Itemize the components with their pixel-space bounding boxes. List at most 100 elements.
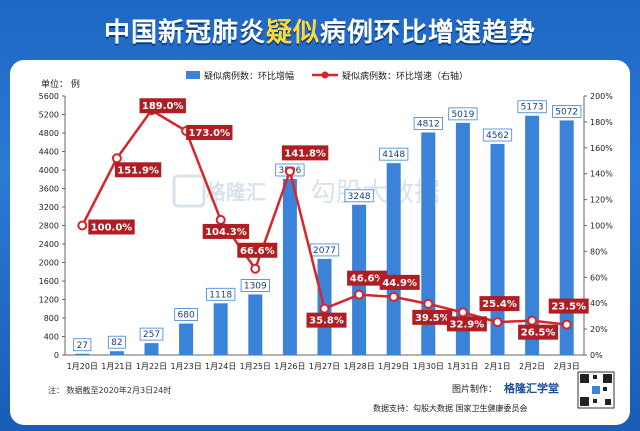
y-left-tick-label: 5600 xyxy=(39,92,59,101)
bar-value-label: 1309 xyxy=(244,281,267,291)
bars xyxy=(75,115,574,355)
bar xyxy=(75,353,90,355)
growth-value-box xyxy=(518,324,559,340)
bar-value-box xyxy=(73,338,92,352)
title-highlight: 疑似 xyxy=(265,18,320,48)
bar-value-box xyxy=(344,189,374,203)
x-tick-label: 2月1日 xyxy=(484,362,510,371)
growth-point xyxy=(215,214,226,225)
growth-point xyxy=(77,220,88,231)
x-tick-label: 1月29日 xyxy=(378,362,409,371)
y-right-tick-label: 40% xyxy=(590,299,608,308)
bar xyxy=(144,343,159,355)
legend: 疑似病例数：环比增幅 疑似病例数：环比增速（右轴） xyxy=(186,70,468,82)
bar-value-label: 27 xyxy=(77,341,88,351)
growth-value-label: 35.8% xyxy=(309,316,344,327)
y-left-tick-label: 1200 xyxy=(39,296,59,305)
watermark-text: 勾股大数据 xyxy=(310,178,440,208)
bar-value-label: 2077 xyxy=(313,246,336,256)
bar-labels: 2782257680111813093806207732484148481250… xyxy=(73,100,582,352)
bar xyxy=(386,163,401,355)
x-tick-label: 1月31日 xyxy=(447,362,478,371)
y-left-tick-label: 2000 xyxy=(39,259,59,268)
x-tick-label: 1月21日 xyxy=(101,362,132,371)
growth-value-label: 141.8% xyxy=(284,148,326,159)
watermark: 格隆汇 勾股大数据 xyxy=(172,174,440,208)
growth-value-label: 100.0% xyxy=(91,223,133,234)
left-axis-unit: 单位： 例 xyxy=(41,78,80,90)
growth-value-label: 66.6% xyxy=(240,246,275,257)
bar xyxy=(282,178,297,355)
y-left-tick-label: 3600 xyxy=(39,185,59,194)
x-tick-label: 1月30日 xyxy=(413,362,444,371)
bar xyxy=(559,120,574,355)
page-title: 中国新冠肺炎疑似病例环比增速趋势 xyxy=(0,12,640,49)
legend-bar-swatch xyxy=(186,71,200,79)
y-right-tick-label: 0% xyxy=(590,351,603,360)
growth-value-box xyxy=(347,270,388,286)
y-right-tick-label: 160% xyxy=(590,144,613,153)
bar xyxy=(109,351,124,355)
y-right-tick-label: 80% xyxy=(590,247,608,256)
x-tick-label: 1月23日 xyxy=(170,362,201,371)
growth-point xyxy=(561,319,572,330)
bar-value-label: 4148 xyxy=(382,150,405,160)
growth-value-box xyxy=(379,274,420,290)
growth-value-label: 189.0% xyxy=(142,101,184,112)
x-tick-label: 1月28日 xyxy=(343,362,374,371)
bar-value-box xyxy=(413,117,443,130)
bar-value-box xyxy=(482,128,513,142)
y-left-tick-label: 5200 xyxy=(39,111,59,120)
y-right-tick-label: 200% xyxy=(590,92,613,101)
bar-value-label: 3248 xyxy=(348,192,371,202)
title-text-2: 病例环比增速趋势 xyxy=(320,18,537,48)
bar-value-label: 1118 xyxy=(209,290,232,300)
bar-value-box xyxy=(174,308,198,321)
bar-value-label: 5019 xyxy=(451,110,474,120)
bar-value-box xyxy=(552,105,582,118)
growth-point xyxy=(319,303,330,314)
bar-value-box xyxy=(139,327,164,341)
axes: 0 400 800 1200 1600 2000 2400 2800 3200 3600 4000 4… xyxy=(39,92,614,360)
y-left-tick-label: 1600 xyxy=(39,277,59,286)
y-right-tick-label: 180% xyxy=(590,118,613,127)
footnote: 注： 数据截至2020年2月3日24时 xyxy=(48,385,171,395)
growth-value-box xyxy=(237,242,278,258)
x-tick-label: 1月22日 xyxy=(136,362,167,371)
growth-value-box xyxy=(139,98,186,114)
legend-line-marker xyxy=(321,71,329,79)
growth-value-label: 26.5% xyxy=(521,328,556,339)
growth-point xyxy=(423,298,434,309)
growth-value-label: 25.4% xyxy=(482,299,517,310)
growth-point xyxy=(527,315,538,326)
growth-point xyxy=(284,166,295,177)
bar xyxy=(179,323,194,355)
bar-value-label: 680 xyxy=(178,311,195,321)
x-tick-label: 1月25日 xyxy=(240,362,271,371)
y-left-tick-label: 800 xyxy=(44,314,59,323)
bar-value-label: 4562 xyxy=(486,131,509,141)
bar-value-label: 5173 xyxy=(521,103,544,113)
growth-value-box xyxy=(186,124,233,140)
bar-value-box xyxy=(206,287,236,301)
y-left-tick-label: 3200 xyxy=(39,203,59,212)
title-text-1: 中国新冠肺炎 xyxy=(103,18,266,48)
bar-value-label: 5072 xyxy=(555,107,578,117)
bar-value-box xyxy=(107,335,126,349)
growth-point xyxy=(457,307,468,318)
growth-point xyxy=(492,317,503,328)
bar-value-label: 4812 xyxy=(417,119,440,129)
bar xyxy=(455,122,470,355)
growth-value-box xyxy=(281,145,329,161)
growth-value-label: 32.9% xyxy=(450,319,485,330)
y-left-tick-label: 400 xyxy=(44,333,59,342)
y-left-tick-label: 4000 xyxy=(39,166,59,175)
growth-point xyxy=(354,289,365,300)
growth-value-label: 23.5% xyxy=(551,302,586,313)
bar-value-box xyxy=(448,107,478,121)
source-text: 数据支持：勾股大数据 国家卫生健康委员会 xyxy=(373,403,528,413)
qr-code-icon xyxy=(577,371,615,409)
watermark-brand: 格隆汇 xyxy=(206,180,266,204)
title-bar: 中国新冠肺炎疑似病例环比增速趋势 xyxy=(0,0,640,58)
